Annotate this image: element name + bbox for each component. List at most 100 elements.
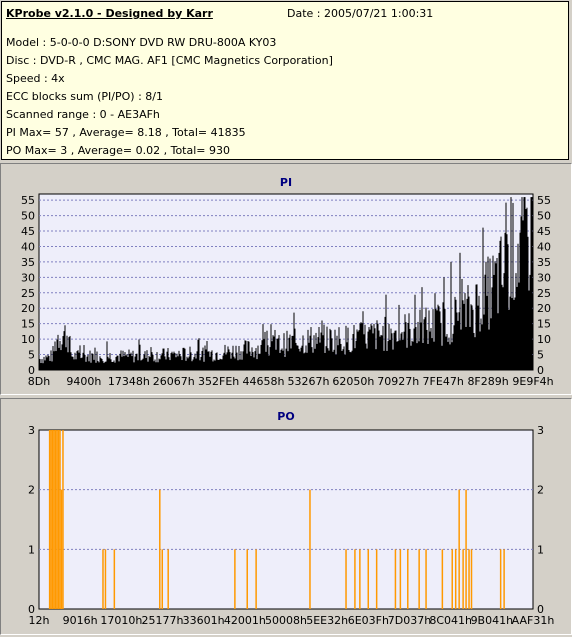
pi-bar: [70, 352, 72, 370]
pi-bar: [211, 350, 213, 370]
po-bar: [407, 549, 409, 609]
pi-bar: [115, 356, 117, 370]
pi-bar: [136, 353, 138, 370]
pi-bar: [387, 341, 389, 370]
pi-bar: [135, 353, 137, 370]
pi-bar: [142, 358, 144, 370]
pi-bar: [94, 347, 96, 370]
pi-bar: [531, 197, 533, 370]
pi-bar: [45, 355, 47, 370]
pi-bar: [221, 359, 223, 370]
pi-bar: [103, 363, 105, 370]
pi-bar: [47, 354, 49, 370]
pi-bar: [263, 339, 265, 370]
po-bar: [102, 549, 104, 609]
pi-bar: [60, 350, 62, 370]
pi-bar: [344, 354, 346, 370]
pi-bar: [454, 296, 456, 370]
pi-bar: [323, 324, 325, 370]
pi-bar: [474, 337, 476, 370]
pi-bar: [390, 328, 392, 370]
pi-bar: [365, 343, 367, 370]
pi-bar: [315, 332, 317, 370]
pi-bar: [423, 319, 425, 370]
pi-bar: [223, 352, 225, 370]
pi-bar: [186, 356, 188, 370]
pi-bar: [233, 356, 235, 370]
pi-bar: [262, 324, 264, 370]
pi-bar: [385, 294, 387, 370]
pi-bar: [366, 348, 368, 370]
pi-bar: [415, 327, 417, 370]
pi-bar: [78, 352, 80, 370]
pi-bar: [441, 345, 443, 370]
pi-bar: [143, 354, 145, 370]
pi-bar: [257, 345, 259, 370]
pi-bar: [144, 351, 146, 370]
pi-bar: [173, 351, 175, 370]
pi-bar: [282, 350, 284, 370]
pi-bar: [198, 338, 200, 370]
pi-bar: [67, 352, 69, 370]
pi-bar: [117, 355, 119, 370]
pi-bar: [156, 352, 158, 370]
pi-bar: [405, 322, 407, 370]
po-bar: [418, 549, 420, 609]
pi-bar: [394, 330, 396, 370]
po-chart-panel: PO 0 0 1 1 2 2 3 3 12h 9016h 17010h 25177h 33601h 420…: [0, 398, 572, 635]
x-tick-label: 8Dh: [28, 375, 50, 388]
pi-bar: [312, 352, 314, 370]
pi-bar: [527, 236, 529, 370]
po-bar: [167, 549, 169, 609]
y-tick-label-right: 0: [537, 603, 544, 616]
pi-bar: [184, 348, 186, 370]
pi-bar: [305, 345, 307, 370]
pi-bar: [350, 352, 352, 370]
pi-bar: [65, 347, 67, 370]
pi-bar: [460, 329, 462, 370]
pi-bar: [208, 351, 210, 370]
pi-bar: [266, 330, 268, 370]
pi-bar: [145, 358, 147, 370]
pi-bar: [395, 330, 397, 370]
pi-bar: [361, 323, 363, 370]
pi-bar: [340, 343, 342, 370]
pi-bar: [203, 361, 205, 370]
pi-bar: [193, 357, 195, 370]
pi-bar: [63, 331, 65, 370]
pi-bar: [140, 360, 142, 370]
speed-line: Speed : 4x: [6, 72, 65, 85]
pi-bar: [200, 356, 202, 370]
pi-bar: [284, 356, 286, 370]
pi-bar: [237, 360, 239, 370]
pi-bar: [499, 240, 501, 370]
pi-bar: [502, 287, 504, 370]
pi-bar: [528, 290, 530, 370]
pi-bar: [487, 256, 489, 370]
x-tick-label: 8C041h: [429, 614, 472, 627]
y-tick-label-right: 0: [537, 364, 544, 377]
pi-bar: [168, 357, 170, 370]
y-tick-label-right: 10: [537, 333, 551, 346]
po-bar: [309, 489, 311, 609]
pi-bar: [445, 336, 447, 370]
pi-bar: [288, 337, 290, 370]
pi-bar: [444, 308, 446, 370]
pi-bar: [421, 287, 423, 370]
pi-bar: [431, 338, 433, 370]
pi-bar: [267, 345, 269, 370]
po-bar: [470, 549, 473, 609]
pi-bar: [449, 344, 451, 370]
y-tick-label-left: 30: [21, 271, 35, 284]
pi-bar: [463, 303, 465, 370]
pi-bar: [523, 197, 525, 370]
pi-bar: [505, 202, 507, 370]
y-tick-label-left: 25: [21, 287, 35, 300]
pi-bar: [367, 331, 369, 370]
pi-bar: [112, 361, 114, 370]
pi-bar: [404, 314, 406, 370]
po-bar: [51, 430, 54, 609]
pi-bar: [438, 306, 440, 370]
pi-bar: [119, 353, 121, 370]
pi-bar: [88, 361, 90, 370]
